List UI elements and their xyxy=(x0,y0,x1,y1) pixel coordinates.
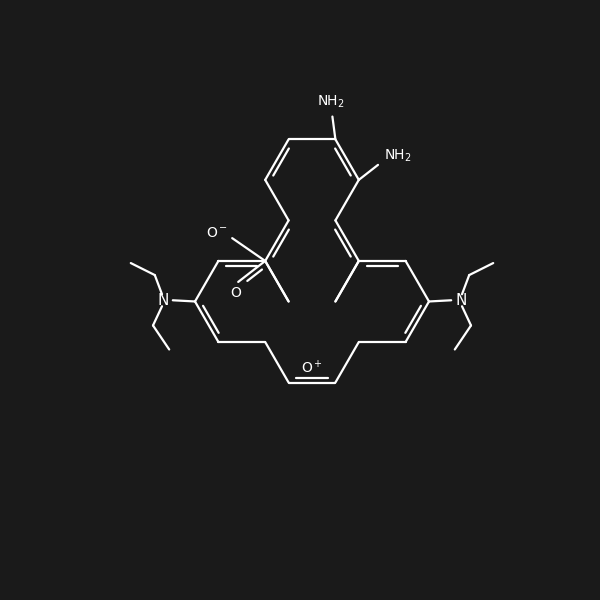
Text: NH$_2$: NH$_2$ xyxy=(384,148,412,164)
Text: O$^+$: O$^+$ xyxy=(301,359,323,376)
Text: O$^-$: O$^-$ xyxy=(206,226,228,241)
Text: NH$_2$: NH$_2$ xyxy=(317,94,344,110)
Text: N: N xyxy=(455,293,466,308)
Text: N: N xyxy=(158,293,169,308)
Text: O: O xyxy=(230,286,241,300)
